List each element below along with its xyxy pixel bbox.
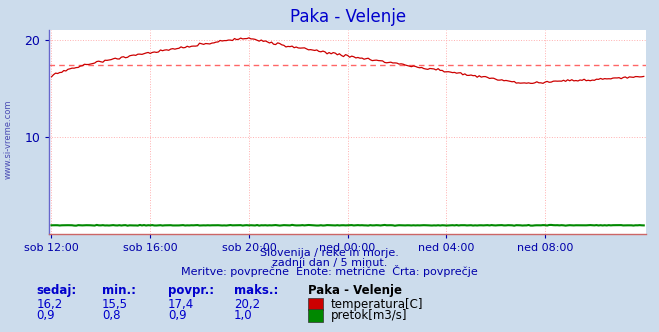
Text: Paka - Velenje: Paka - Velenje: [308, 284, 403, 297]
Text: 1,0: 1,0: [234, 309, 252, 322]
Text: 20,2: 20,2: [234, 298, 260, 311]
Text: maks.:: maks.:: [234, 284, 278, 297]
Title: Paka - Velenje: Paka - Velenje: [289, 8, 406, 26]
Text: sedaj:: sedaj:: [36, 284, 76, 297]
Text: Slovenija / reke in morje.: Slovenija / reke in morje.: [260, 248, 399, 258]
Text: 15,5: 15,5: [102, 298, 128, 311]
Text: Meritve: povprečne  Enote: metrične  Črta: povprečje: Meritve: povprečne Enote: metrične Črta:…: [181, 265, 478, 277]
Text: pretok[m3/s]: pretok[m3/s]: [331, 309, 407, 322]
Text: 17,4: 17,4: [168, 298, 194, 311]
Text: povpr.:: povpr.:: [168, 284, 214, 297]
Text: 0,8: 0,8: [102, 309, 121, 322]
Text: 0,9: 0,9: [168, 309, 186, 322]
Text: temperatura[C]: temperatura[C]: [331, 298, 423, 311]
Text: 0,9: 0,9: [36, 309, 55, 322]
Text: min.:: min.:: [102, 284, 136, 297]
Text: 16,2: 16,2: [36, 298, 63, 311]
Text: www.si-vreme.com: www.si-vreme.com: [3, 100, 13, 179]
Text: zadnji dan / 5 minut.: zadnji dan / 5 minut.: [272, 258, 387, 268]
